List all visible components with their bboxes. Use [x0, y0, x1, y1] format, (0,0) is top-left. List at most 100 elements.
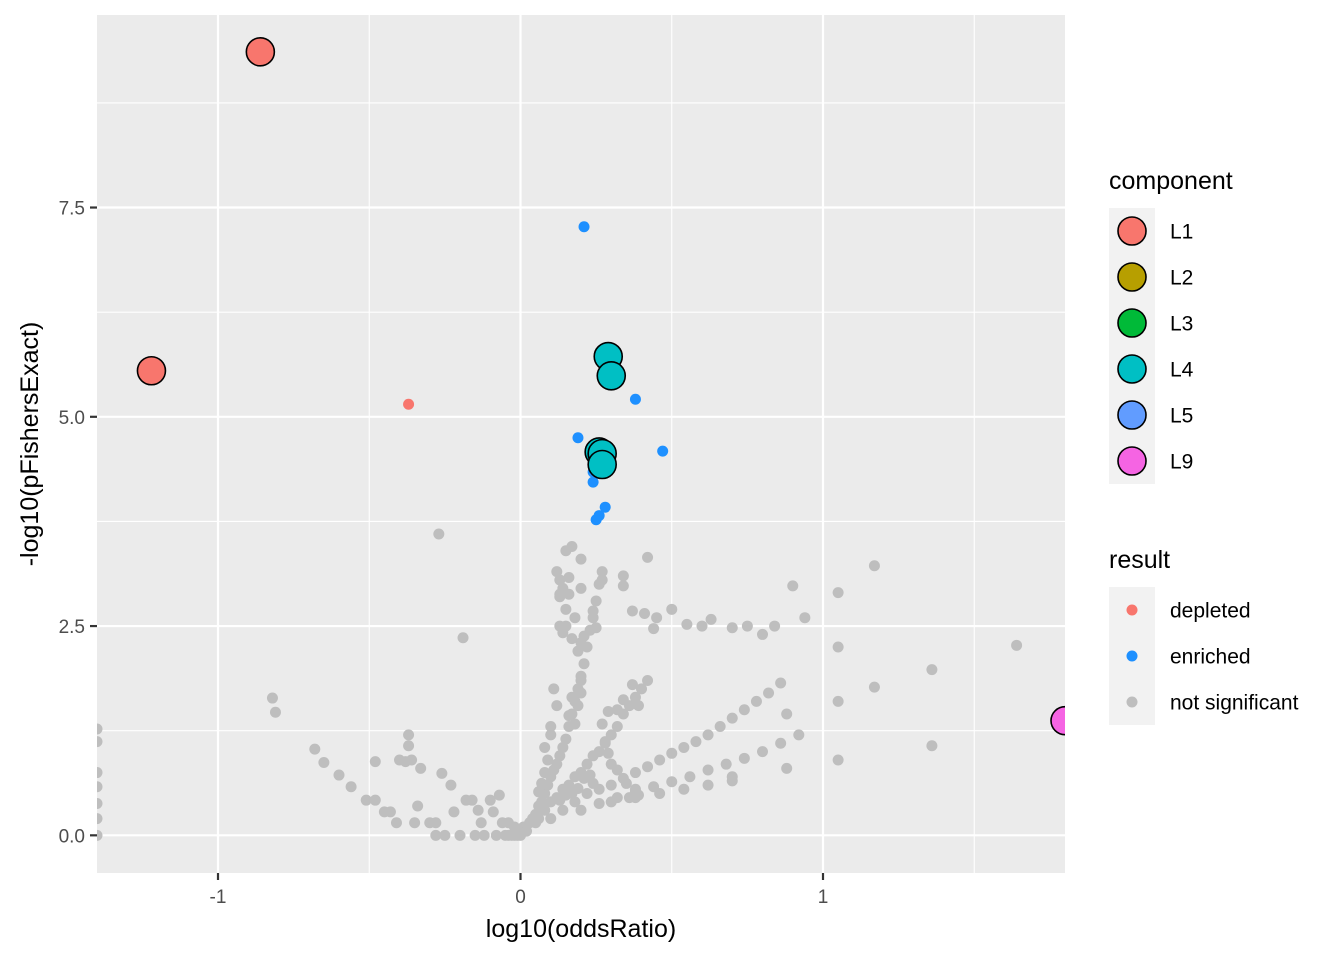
- point-not-significant: [472, 804, 484, 816]
- point-not-significant: [97, 767, 103, 779]
- point-not-significant: [787, 580, 799, 592]
- point-not-significant: [578, 630, 590, 642]
- legend-label: L1: [1170, 221, 1193, 244]
- point-not-significant: [360, 794, 372, 806]
- point-not-significant: [433, 528, 445, 540]
- point-enriched: [578, 221, 590, 233]
- point-not-significant: [793, 729, 805, 741]
- point-not-significant: [554, 591, 566, 603]
- component-point-l1: [136, 355, 167, 386]
- point-not-significant: [832, 641, 844, 653]
- point-not-significant: [832, 754, 844, 766]
- point-not-significant: [781, 762, 793, 774]
- point-not-significant: [714, 721, 726, 733]
- legend-key-l9: [1117, 446, 1147, 476]
- point-not-significant: [666, 776, 678, 788]
- point-not-significant: [705, 613, 717, 625]
- point-not-significant: [266, 692, 278, 704]
- point-not-significant: [632, 789, 644, 801]
- point-not-significant: [390, 817, 402, 829]
- y-tick-label: 0.0: [59, 826, 85, 847]
- point-not-significant: [763, 687, 775, 699]
- legend-label: depleted: [1170, 600, 1251, 623]
- point-not-significant: [690, 736, 702, 748]
- point-not-significant: [596, 574, 608, 586]
- point-not-significant: [508, 821, 520, 833]
- point-not-significant: [581, 787, 593, 799]
- point-not-significant: [384, 806, 396, 818]
- point-enriched: [587, 476, 599, 488]
- point-not-significant: [551, 758, 563, 770]
- point-not-significant: [269, 706, 281, 718]
- point-not-significant: [533, 813, 545, 825]
- point-not-significant: [596, 566, 608, 578]
- point-not-significant: [832, 695, 844, 707]
- point-not-significant: [596, 718, 608, 730]
- point-not-significant: [406, 754, 418, 766]
- axes: -1 0 1 0.0 2.5 5.0 7.5: [59, 199, 829, 908]
- point-not-significant: [775, 737, 787, 749]
- point-not-significant: [702, 729, 714, 741]
- point-not-significant: [666, 603, 678, 615]
- legend-title-result: result: [1109, 546, 1170, 574]
- point-not-significant: [457, 632, 469, 644]
- panel-background: [97, 15, 1065, 873]
- legend-key-not-significant: [1126, 696, 1138, 708]
- point-not-significant: [629, 767, 641, 779]
- point-depleted: [403, 398, 415, 410]
- point-not-significant: [602, 705, 614, 717]
- plot-panel: [97, 15, 1065, 873]
- point-not-significant: [587, 777, 599, 789]
- point-not-significant: [551, 566, 563, 578]
- point-not-significant: [575, 674, 587, 686]
- point-not-significant: [726, 622, 738, 634]
- component-point-l4: [587, 449, 617, 480]
- point-not-significant: [566, 633, 578, 645]
- point-not-significant: [560, 603, 572, 615]
- x-tick-label: 0: [515, 887, 526, 908]
- point-not-significant: [590, 595, 602, 607]
- point-not-significant: [611, 721, 623, 733]
- y-tick-label: 5.0: [59, 408, 85, 429]
- point-not-significant: [696, 620, 708, 632]
- point-not-significant: [309, 743, 321, 755]
- legend-label: L4: [1170, 359, 1194, 382]
- point-not-significant: [575, 687, 587, 699]
- point-not-significant: [575, 582, 587, 594]
- point-not-significant: [757, 628, 768, 640]
- point-enriched: [657, 445, 669, 457]
- point-not-significant: [581, 758, 593, 770]
- point-not-significant: [572, 645, 584, 657]
- point-not-significant: [799, 612, 811, 624]
- point-not-significant: [720, 758, 732, 770]
- component-point-l1: [245, 37, 276, 67]
- point-not-significant: [868, 560, 880, 572]
- point-not-significant: [569, 796, 581, 808]
- point-not-significant: [345, 781, 357, 793]
- point-not-significant: [454, 829, 466, 841]
- point-enriched: [629, 393, 641, 405]
- point-not-significant: [554, 750, 566, 762]
- point-not-significant: [369, 756, 381, 768]
- point-not-significant: [448, 806, 460, 818]
- point-not-significant: [666, 747, 678, 759]
- point-not-significant: [702, 779, 714, 791]
- point-not-significant: [611, 704, 623, 716]
- point-not-significant: [593, 798, 605, 810]
- point-not-significant: [536, 798, 548, 810]
- point-not-significant: [572, 700, 584, 712]
- point-not-significant: [926, 740, 938, 752]
- point-not-significant: [623, 792, 635, 804]
- point-not-significant: [369, 794, 381, 806]
- point-not-significant: [648, 623, 660, 635]
- point-not-significant: [557, 741, 569, 753]
- data-points: [97, 37, 1065, 841]
- point-not-significant: [781, 708, 793, 720]
- point-not-significant: [97, 798, 103, 810]
- point-not-significant: [97, 723, 103, 735]
- point-not-significant: [620, 777, 632, 789]
- point-not-significant: [1011, 639, 1023, 651]
- point-not-significant: [617, 580, 629, 592]
- point-not-significant: [545, 729, 557, 741]
- point-not-significant: [642, 674, 654, 686]
